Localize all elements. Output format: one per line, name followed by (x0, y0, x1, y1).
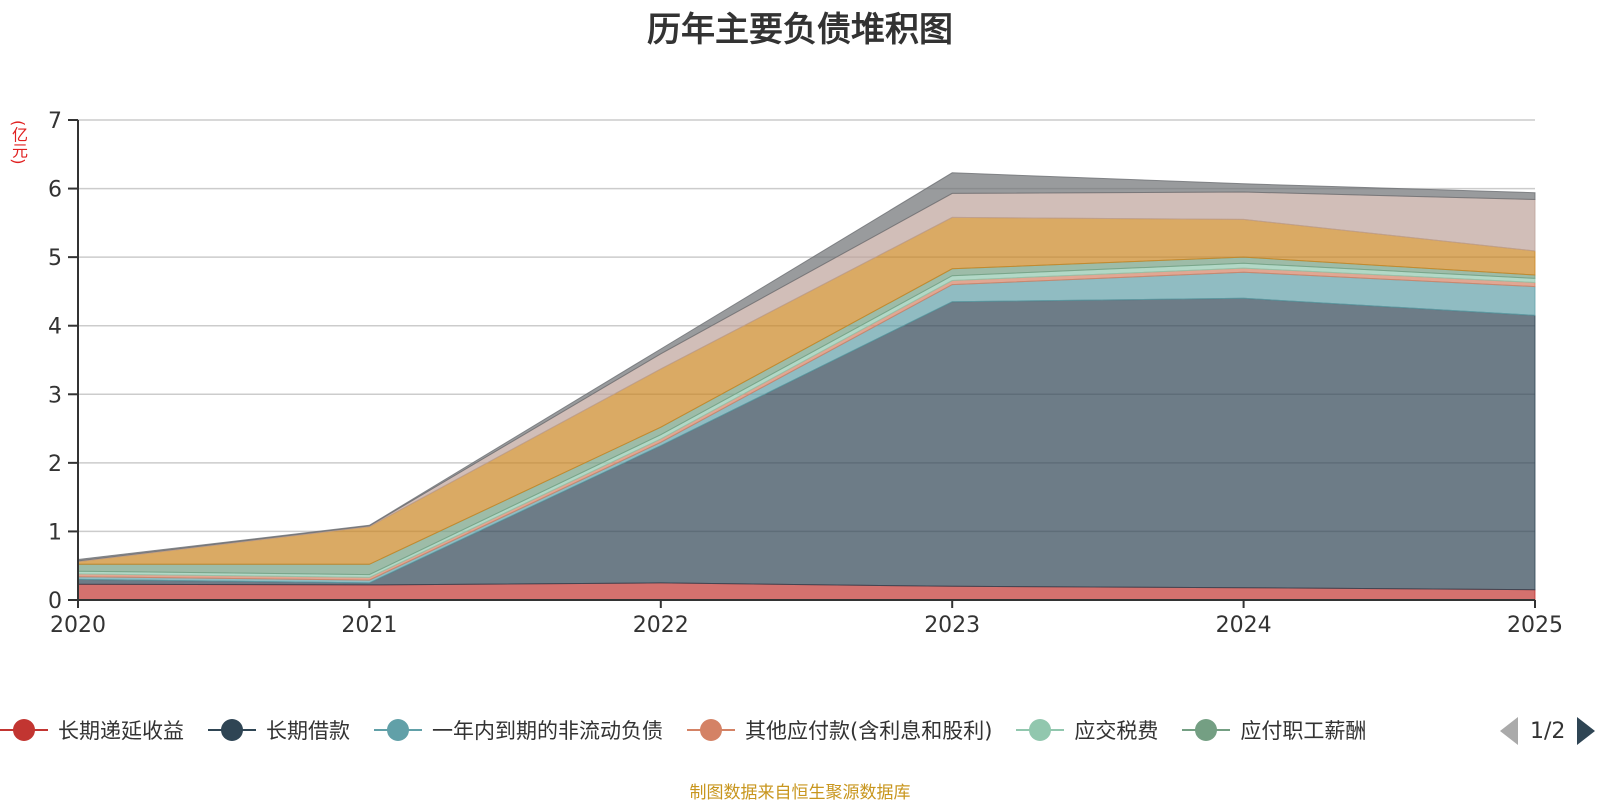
legend-marker-icon (1182, 718, 1231, 742)
y-tick-label: 5 (48, 246, 62, 271)
x-tick-label: 2023 (924, 613, 980, 638)
x-tick-label: 2025 (1507, 613, 1563, 638)
data-source-note: 制图数据来自恒生聚源数据库 (689, 783, 911, 803)
legend-label: 应付职工薪酬 (1240, 719, 1367, 743)
legend-marker-icon (208, 718, 256, 742)
y-tick-label: 0 (48, 589, 62, 614)
legend-item[interactable]: 长期借款 (208, 712, 350, 748)
legend-marker-icon (687, 718, 735, 742)
legend-label: 长期递延收益 (58, 719, 184, 743)
legend-item[interactable]: 其他应付款(含利息和股利) (687, 712, 992, 748)
legend-marker-icon (0, 718, 48, 742)
chart-title: 历年主要负债堆积图 (647, 10, 953, 50)
legend-label: 长期借款 (266, 719, 350, 743)
legend-marker-icon (1016, 718, 1065, 742)
legend-item[interactable]: 应付职工薪酬 (1182, 712, 1366, 748)
y-tick-label: 6 (48, 178, 62, 203)
x-tick-label: 2021 (341, 613, 397, 638)
legend-item[interactable]: 长期递延收益 (0, 712, 184, 748)
legend-page-indicator: 1/2 (1530, 718, 1566, 744)
legend-item[interactable]: 应交税费 (1016, 712, 1158, 748)
legend-marker-icon (374, 718, 422, 742)
x-tick-label: 2024 (1216, 613, 1272, 638)
legend-prev-icon[interactable] (1500, 717, 1518, 745)
area-series-8[interactable] (77, 172, 1536, 562)
y-axis-unit-label: (亿元) (9, 120, 28, 165)
y-tick-label: 4 (48, 315, 62, 340)
axes: 0 1 2 3 4 5 6 7 2020 2021 2022 2023 2024 2025 (48, 109, 1563, 638)
area-series (77, 172, 1536, 601)
legend-pager: 1/2 (1500, 716, 1596, 746)
x-tick-label: 2022 (633, 613, 689, 638)
legend-label: 其他应付款(含利息和股利) (745, 719, 993, 743)
y-tick-label: 7 (48, 109, 62, 134)
legend-label: 一年内到期的非流动负债 (432, 719, 663, 743)
legend-item[interactable]: 一年内到期的非流动负债 (374, 712, 663, 748)
x-tick-label: 2020 (50, 613, 106, 638)
legend-next-icon[interactable] (1577, 717, 1596, 745)
y-tick-label: 3 (48, 383, 62, 408)
legend: 长期递延收益 长期借款 一年内到期的非流动负债 其他应付款(含利息和股利) 应交税费 应付… (0, 712, 1490, 748)
y-tick-label: 2 (48, 452, 62, 477)
y-tick-label: 1 (48, 520, 62, 545)
legend-label: 应交税费 (1074, 719, 1159, 743)
